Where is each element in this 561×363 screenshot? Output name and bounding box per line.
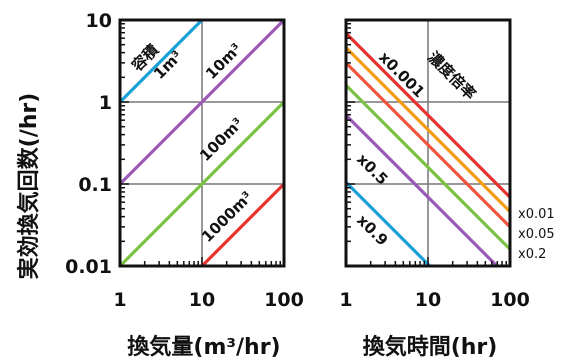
- tick-marks-right: [345, 23, 507, 267]
- x-tick-label: 10: [415, 289, 441, 311]
- series-line-x0001: [344, 32, 512, 199]
- x-axis-title-left: 換気量(m³/hr): [127, 334, 280, 360]
- series-left: [118, 18, 286, 268]
- x-tick-labels-right: 1 10 100: [339, 289, 529, 311]
- series-label-x02: x0.2: [518, 247, 546, 262]
- y-tick-label: 10: [86, 10, 112, 32]
- y-axis-title: 実効換気回数(/hr): [16, 93, 42, 280]
- annotation-concentration: 濃度倍率: [424, 48, 479, 103]
- series-line-1000m: [200, 182, 286, 268]
- series-label-x0001: x0.001: [375, 48, 428, 101]
- y-tick-label: 1: [99, 92, 112, 114]
- series-line-x09: [344, 181, 431, 268]
- x-tick-labels-left: 1 10 100: [113, 289, 303, 311]
- x-tick-label: 1: [113, 289, 126, 311]
- panel-ventilation-time: 1 10 100: [339, 18, 530, 311]
- series-line-100m: [118, 100, 286, 268]
- panel-ventilation-volume: 0.01 0.1 1 10 1 10 100: [65, 10, 304, 311]
- series-label-1000m3: 1000m³: [198, 188, 256, 246]
- x-tick-label: 1: [339, 289, 352, 311]
- y-tick-label: 0.1: [78, 174, 112, 196]
- y-tick-label: 0.01: [65, 256, 112, 278]
- series-label-x001: x0.01: [518, 207, 555, 222]
- x-tick-label: 100: [490, 289, 530, 311]
- x-tick-label: 100: [264, 289, 304, 311]
- series-line-x05: [344, 114, 499, 268]
- series-line-x02: [344, 84, 512, 251]
- tick-marks-left: [119, 23, 281, 267]
- x-axis-title-right: 換気時間(hr): [363, 334, 498, 360]
- y-tick-labels: 0.01 0.1 1 10: [65, 10, 112, 278]
- series-label-x09: x0.9: [353, 211, 391, 249]
- series-line-x005: [344, 61, 512, 229]
- series-line-10m: [118, 18, 286, 186]
- series-line-1m: [118, 18, 204, 104]
- series-line-x001: [344, 46, 512, 213]
- series-right: [344, 32, 512, 268]
- series-label-x005: x0.05: [518, 227, 555, 242]
- series-label-10m3: 10m³: [202, 40, 245, 83]
- x-tick-label: 10: [189, 289, 215, 311]
- series-label-100m3: 100m³: [196, 114, 247, 165]
